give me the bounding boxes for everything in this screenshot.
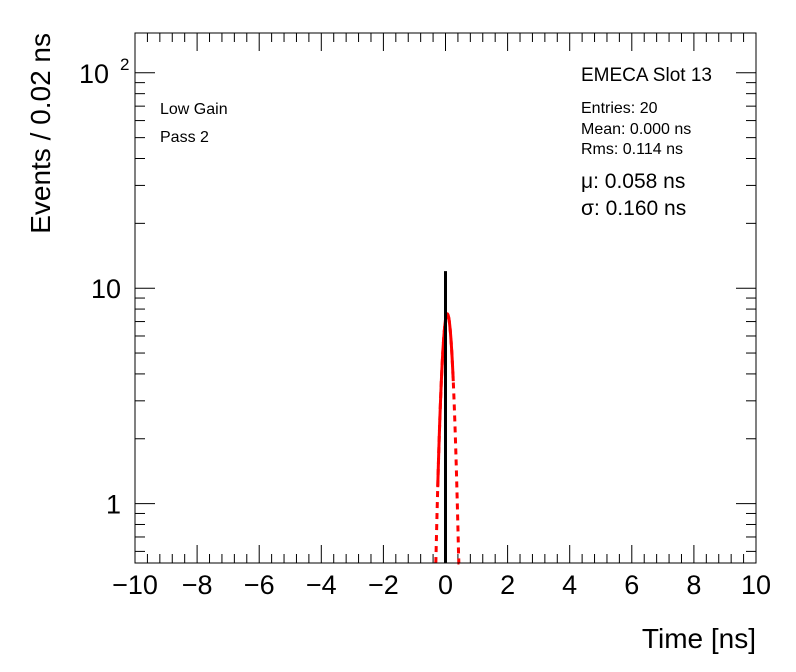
stats-rms: Rms: 0.114 ns [581, 141, 683, 158]
x-tick-label: −2 [368, 570, 399, 600]
plot-frame [134, 32, 757, 564]
fit-mu: μ: 0.058 ns [581, 170, 685, 193]
x-tick-label: −4 [306, 570, 337, 600]
y-axis-title: Events / 0.02 ns [25, 33, 56, 234]
x-tick-label: 10 [741, 570, 771, 600]
x-axis-title: Time [ns] [642, 623, 756, 654]
x-tick-label: 0 [438, 570, 453, 600]
annotation-pass: Pass 2 [160, 129, 209, 146]
y-tick-labels: 1 10 10 2 [79, 55, 130, 520]
stats-mean: Mean: 0.000 ns [581, 121, 691, 138]
chart-title: EMECA Slot 13 [581, 65, 712, 86]
x-tick-label: −6 [244, 570, 275, 600]
x-tick-label: 2 [500, 570, 515, 600]
x-tick-labels: −10 −8 −6 −4 −2 0 2 4 6 8 10 [112, 570, 771, 600]
fit-sigma: σ: 0.160 ns [581, 197, 686, 220]
x-tick-label: −8 [182, 570, 213, 600]
annotation-low-gain: Low Gain [160, 101, 228, 118]
x-tick-label: 4 [562, 570, 577, 600]
y-tick-label: 1 [106, 490, 121, 520]
x-tick-label: −10 [112, 570, 158, 600]
x-tick-label: 8 [686, 570, 701, 600]
x-tick-label: 6 [624, 570, 639, 600]
y-tick-label: 10 [91, 274, 121, 304]
y-tick-label: 10 [79, 59, 109, 89]
stats-entries: Entries: 20 [581, 100, 658, 117]
y-tick-exponent: 2 [120, 55, 129, 74]
